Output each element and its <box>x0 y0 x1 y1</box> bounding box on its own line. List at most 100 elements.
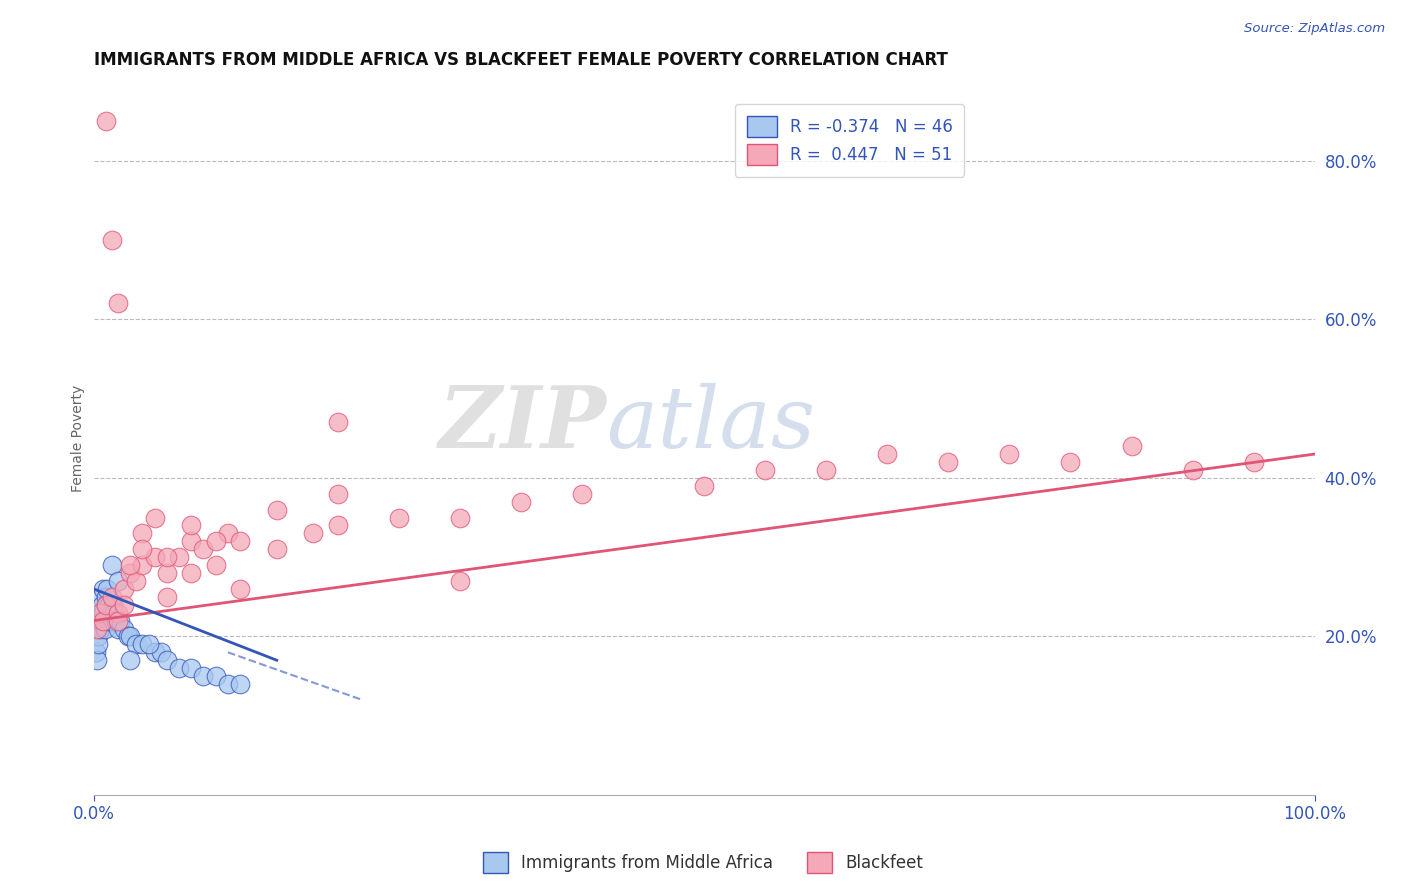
Point <box>101 614 124 628</box>
Point <box>120 566 142 580</box>
Point <box>93 614 115 628</box>
Point <box>449 574 471 588</box>
Point <box>326 415 349 429</box>
Point <box>693 479 716 493</box>
Legend: Immigrants from Middle Africa, Blackfeet: Immigrants from Middle Africa, Blackfeet <box>477 846 929 880</box>
Point <box>117 630 139 644</box>
Point <box>1121 439 1143 453</box>
Point <box>101 590 124 604</box>
Point <box>89 614 111 628</box>
Point <box>93 582 115 596</box>
Point <box>89 606 111 620</box>
Point <box>101 598 124 612</box>
Point <box>94 114 117 128</box>
Point <box>107 574 129 588</box>
Point <box>87 630 110 644</box>
Point <box>143 645 166 659</box>
Point <box>131 542 153 557</box>
Point <box>217 677 239 691</box>
Point <box>229 534 252 549</box>
Point <box>100 606 122 620</box>
Point <box>998 447 1021 461</box>
Point <box>156 590 179 604</box>
Point <box>98 598 121 612</box>
Point <box>229 582 252 596</box>
Point <box>1059 455 1081 469</box>
Point <box>302 526 325 541</box>
Point <box>107 622 129 636</box>
Text: Source: ZipAtlas.com: Source: ZipAtlas.com <box>1244 22 1385 36</box>
Point <box>94 590 117 604</box>
Point <box>112 598 135 612</box>
Point <box>180 661 202 675</box>
Point <box>156 653 179 667</box>
Point <box>156 550 179 565</box>
Point <box>90 590 112 604</box>
Point <box>266 542 288 557</box>
Point <box>180 534 202 549</box>
Point <box>180 566 202 580</box>
Point <box>815 463 838 477</box>
Point <box>156 566 179 580</box>
Legend: R = -0.374   N = 46, R =  0.447   N = 51: R = -0.374 N = 46, R = 0.447 N = 51 <box>735 104 965 177</box>
Point <box>93 606 115 620</box>
Point <box>754 463 776 477</box>
Point <box>89 606 111 620</box>
Point <box>112 622 135 636</box>
Point <box>193 669 215 683</box>
Point <box>204 558 226 573</box>
Text: ZIP: ZIP <box>439 382 606 466</box>
Text: IMMIGRANTS FROM MIDDLE AFRICA VS BLACKFEET FEMALE POVERTY CORRELATION CHART: IMMIGRANTS FROM MIDDLE AFRICA VS BLACKFE… <box>94 51 948 69</box>
Point <box>97 606 120 620</box>
Text: atlas: atlas <box>606 383 815 466</box>
Point <box>103 606 125 620</box>
Point <box>143 550 166 565</box>
Point <box>266 502 288 516</box>
Point <box>876 447 898 461</box>
Point <box>107 614 129 628</box>
Point <box>143 510 166 524</box>
Point <box>1243 455 1265 469</box>
Point <box>180 518 202 533</box>
Point <box>93 614 115 628</box>
Point <box>93 622 115 636</box>
Y-axis label: Female Poverty: Female Poverty <box>72 384 86 491</box>
Point <box>101 233 124 247</box>
Point <box>326 518 349 533</box>
Point <box>204 669 226 683</box>
Point <box>101 558 124 573</box>
Point <box>326 486 349 500</box>
Point <box>131 637 153 651</box>
Point <box>86 622 108 636</box>
Point <box>120 558 142 573</box>
Point <box>167 661 190 675</box>
Point <box>107 606 129 620</box>
Point <box>938 455 960 469</box>
Point <box>167 550 190 565</box>
Point <box>112 582 135 596</box>
Point <box>204 534 226 549</box>
Point <box>193 542 215 557</box>
Point <box>449 510 471 524</box>
Point <box>138 637 160 651</box>
Point <box>94 598 117 612</box>
Point <box>104 614 127 628</box>
Point <box>86 622 108 636</box>
Point <box>125 574 148 588</box>
Point <box>107 296 129 310</box>
Point <box>120 630 142 644</box>
Point <box>388 510 411 524</box>
Point <box>90 614 112 628</box>
Point <box>571 486 593 500</box>
Point <box>84 645 107 659</box>
Point <box>217 526 239 541</box>
Point <box>87 637 110 651</box>
Point <box>89 622 111 636</box>
Point <box>125 637 148 651</box>
Point <box>1181 463 1204 477</box>
Point <box>120 653 142 667</box>
Point <box>510 494 533 508</box>
Point <box>110 614 132 628</box>
Point <box>91 598 114 612</box>
Point <box>131 526 153 541</box>
